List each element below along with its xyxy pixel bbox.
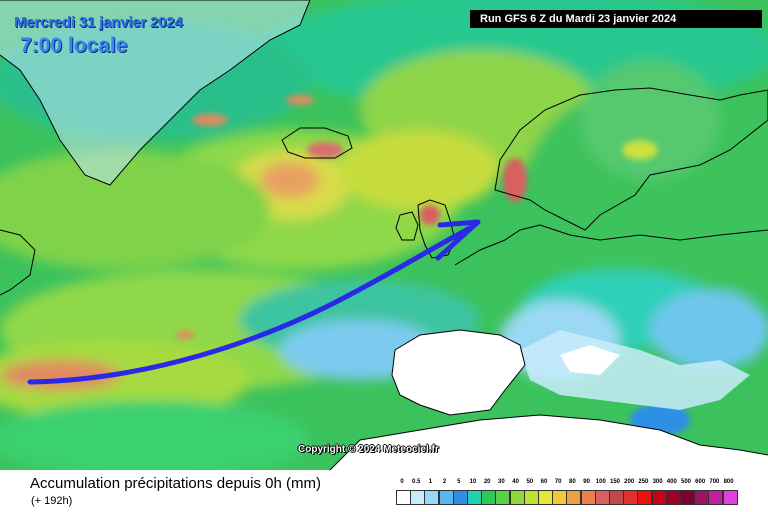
legend-label: 50 <box>526 479 534 485</box>
map-footer: Accumulation précipitations depuis 0h (m… <box>0 470 768 512</box>
africa-coast <box>329 414 768 470</box>
legend-swatch <box>552 490 568 505</box>
ireland-coast <box>395 211 419 241</box>
legend-swatch <box>651 490 667 505</box>
legend-swatch <box>410 490 426 505</box>
copyright-notice: Copyright © 2024 Meteociel.fr <box>298 444 439 455</box>
legend-swatch <box>495 490 511 505</box>
legend-swatch <box>722 490 738 505</box>
legend-label: 0 <box>400 479 404 485</box>
legend-swatch <box>481 490 497 505</box>
precipitation-map: Mercredi 31 janvier 2024 7:00 locale Run… <box>0 0 768 470</box>
legend-label: 70 <box>554 479 562 485</box>
legend-label: 40 <box>512 479 519 485</box>
legend-label: 90 <box>583 479 590 485</box>
legend-label: 700 <box>709 479 720 485</box>
legend-label: 100 <box>595 479 606 485</box>
legend-label: 2 <box>442 479 447 485</box>
legend-swatch <box>396 490 411 505</box>
legend-swatch <box>467 490 482 505</box>
legend-label: 60 <box>540 479 548 485</box>
legend-label: 20 <box>483 479 491 485</box>
legend-swatch <box>580 490 596 505</box>
canada-coast <box>0 229 36 296</box>
model-run-banner: Run GFS 6 Z du Mardi 23 janvier 2024 <box>470 10 762 28</box>
legend-label: 800 <box>723 479 734 485</box>
greenland-ice <box>0 0 310 185</box>
legend-label: 200 <box>624 479 635 485</box>
legend-swatch <box>452 490 468 505</box>
forecast-time: 7:00 locale <box>20 34 128 57</box>
legend-swatch <box>708 490 724 505</box>
iberia-coast <box>391 329 526 416</box>
legend-swatch <box>623 490 639 505</box>
legend-swatch <box>424 490 440 505</box>
legend-label: 250 <box>638 479 649 485</box>
legend-swatch <box>594 490 610 505</box>
legend-swatch <box>637 490 653 505</box>
legend-label: 5 <box>457 479 461 485</box>
legend-swatch <box>566 490 582 505</box>
legend-swatch <box>694 490 710 505</box>
legend-swatch <box>609 490 624 505</box>
greenland-coast <box>0 0 311 186</box>
legend-label: 400 <box>666 479 677 485</box>
europe-north-coast <box>454 224 768 266</box>
legend-label: 1 <box>428 479 433 485</box>
legend-label: 600 <box>695 479 706 485</box>
north-africa-land <box>330 415 768 470</box>
scandinavia-coast <box>494 87 768 231</box>
iceland-coast <box>281 127 353 159</box>
legend-label: 500 <box>680 479 691 485</box>
forecast-offset: (+ 192h) <box>31 495 73 507</box>
legend-label: 10 <box>469 479 477 485</box>
storm-track-arrow <box>27 225 473 385</box>
legend-swatch <box>538 490 553 505</box>
legend-label: 0.5 <box>412 479 421 485</box>
legend-label: 30 <box>498 479 505 485</box>
legend-swatch <box>438 490 454 505</box>
iberia-land <box>392 330 525 415</box>
legend-label: 80 <box>569 479 576 485</box>
map-canvas <box>0 0 768 470</box>
legend-swatch <box>680 490 695 505</box>
legend-swatch <box>665 490 681 505</box>
forecast-date: Mercredi 31 janvier 2024 <box>14 14 183 31</box>
storm-track-arrowhead <box>435 219 481 261</box>
legend-swatch <box>523 490 539 505</box>
legend-swatch <box>509 490 525 505</box>
italy-land <box>560 345 620 375</box>
legend-label: 150 <box>609 479 620 485</box>
map-title: Accumulation précipitations depuis 0h (m… <box>30 475 321 492</box>
legend-label: 300 <box>652 479 663 485</box>
